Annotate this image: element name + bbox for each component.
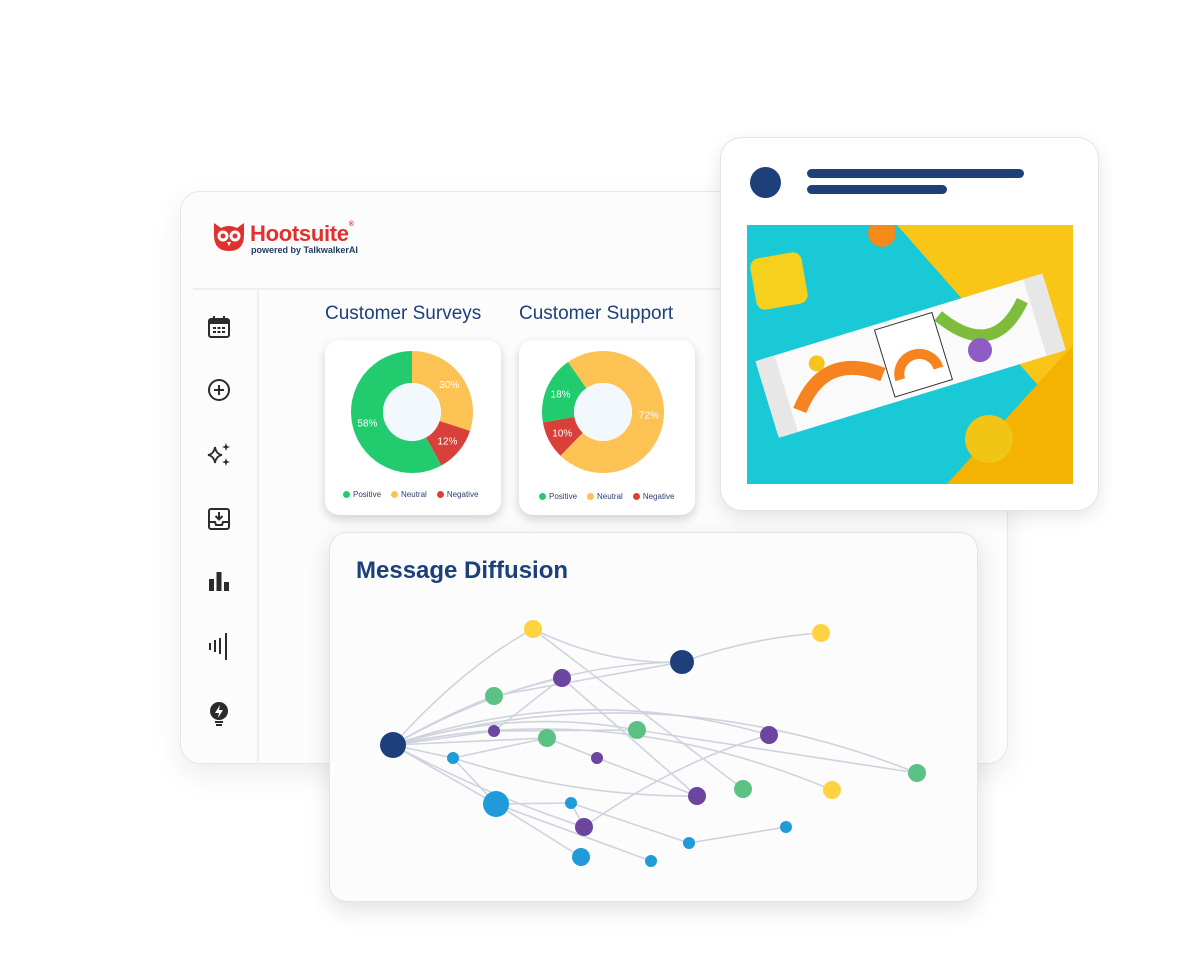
legend-neutral: Neutral xyxy=(587,492,623,501)
slice-neutral xyxy=(412,351,473,431)
network-edge xyxy=(392,737,548,746)
slice-positive xyxy=(350,351,442,473)
network-node-blue xyxy=(645,855,657,867)
network-edge xyxy=(532,628,683,664)
network-node-green xyxy=(908,764,926,782)
network-node-purple xyxy=(760,726,778,744)
social-post-card[interactable] xyxy=(720,137,1099,511)
network-edge xyxy=(392,720,638,746)
network-edge xyxy=(392,628,534,746)
sparkles-icon[interactable] xyxy=(205,441,233,469)
registered-mark: ® xyxy=(348,221,354,228)
plus-circle-icon[interactable] xyxy=(205,376,233,404)
network-node-green xyxy=(628,721,646,739)
lightbulb-icon[interactable] xyxy=(205,700,233,728)
chart-title-support: Customer Support xyxy=(519,303,674,324)
network-node-purple xyxy=(575,818,593,836)
network-node-blue xyxy=(447,752,459,764)
slice-positive xyxy=(542,362,587,423)
legend-negative: Negative xyxy=(632,492,674,501)
slice-label: 10% xyxy=(552,428,572,439)
network-edge xyxy=(681,632,822,663)
slice-label: 18% xyxy=(551,389,571,400)
network-edge xyxy=(561,677,698,797)
legend-neutral: Neutral xyxy=(391,490,427,499)
network-node-navy xyxy=(380,732,406,758)
support-card: 72% 10% 18% Positive Neutral Negative xyxy=(519,340,695,515)
network-node-blue xyxy=(780,821,792,833)
network-node-blue xyxy=(572,848,590,866)
donut-hole xyxy=(383,383,441,441)
message-diffusion-card: Message Diffusion xyxy=(329,532,978,902)
network-edge xyxy=(596,757,698,797)
network-edge xyxy=(583,734,770,828)
slice-negative xyxy=(542,416,583,456)
slice-neutral xyxy=(560,351,664,473)
network-edge xyxy=(392,709,770,746)
header-divider xyxy=(193,288,1006,290)
network-node-purple xyxy=(553,669,571,687)
diffusion-title: Message Diffusion xyxy=(356,557,569,584)
network-node-navy xyxy=(670,650,694,674)
network-edge xyxy=(495,803,652,862)
network-edge xyxy=(688,826,787,844)
surveys-legend: Positive Neutral Negative xyxy=(343,490,478,499)
diffusion-network xyxy=(380,620,926,867)
slice-label: 72% xyxy=(639,411,659,422)
network-edge xyxy=(532,628,744,790)
legend-positive: Positive xyxy=(539,492,577,501)
owl-logo-icon xyxy=(214,223,244,251)
network-edge xyxy=(392,661,683,746)
surveys-donut: 30% 12% 58% xyxy=(350,351,473,473)
slice-label: 12% xyxy=(437,436,457,447)
slice-label: 30% xyxy=(439,380,459,391)
network-node-yellow xyxy=(823,781,841,799)
network-edge xyxy=(392,728,833,791)
network-edge xyxy=(452,757,698,797)
network-node-yellow xyxy=(524,620,542,638)
post-author-placeholder xyxy=(807,169,1024,178)
network-edge xyxy=(452,737,548,759)
network-node-purple xyxy=(688,787,706,805)
network-node-blue xyxy=(483,791,509,817)
network-node-purple xyxy=(488,725,500,737)
network-edge xyxy=(493,729,638,732)
post-image-snack-bar xyxy=(747,225,1073,484)
network-node-blue xyxy=(683,837,695,849)
brand-name: Hootsuite® xyxy=(250,221,354,247)
network-edge xyxy=(493,661,683,697)
support-legend: Positive Neutral Negative xyxy=(539,492,674,501)
network-node-green xyxy=(734,780,752,798)
calendar-icon[interactable] xyxy=(205,313,233,341)
slice-label: 58% xyxy=(357,418,377,429)
legend-positive: Positive xyxy=(343,490,381,499)
avatar xyxy=(750,167,781,198)
brand-tagline: powered by TalkwalkerAI xyxy=(251,245,358,255)
network-node-purple xyxy=(591,752,603,764)
brand-name-text: Hootsuite xyxy=(250,221,349,246)
inbox-icon[interactable] xyxy=(205,505,233,533)
sidebar-divider xyxy=(257,290,259,762)
network-node-green xyxy=(538,729,556,747)
network-node-yellow xyxy=(812,624,830,642)
network-edge xyxy=(392,744,585,828)
bar-chart-icon[interactable] xyxy=(205,567,233,595)
donut-hole xyxy=(574,383,632,441)
surveys-card: 30% 12% 58% Positive Neutral Negative xyxy=(325,340,501,515)
post-meta-placeholder xyxy=(807,185,947,194)
network-edge xyxy=(570,802,690,844)
slice-negative xyxy=(425,420,471,466)
listening-icon[interactable] xyxy=(205,632,233,660)
chart-title-surveys: Customer Surveys xyxy=(325,303,482,324)
network-edge xyxy=(636,729,918,774)
network-node-blue xyxy=(565,797,577,809)
support-donut: 72% 10% 18% xyxy=(542,351,664,473)
legend-negative: Negative xyxy=(436,490,478,499)
network-node-green xyxy=(485,687,503,705)
